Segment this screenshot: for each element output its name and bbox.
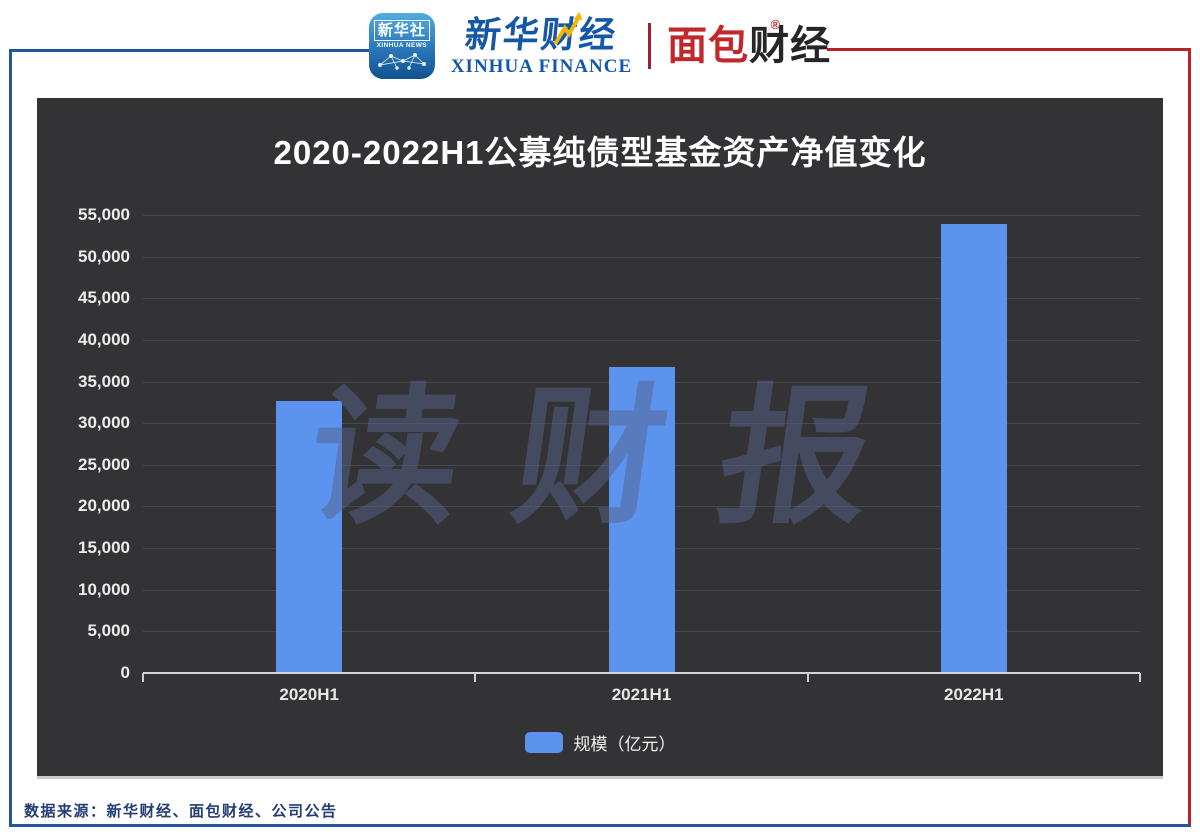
y-axis-label: 30,000	[78, 413, 130, 433]
y-axis-label: 45,000	[78, 288, 130, 308]
bread-finance-logo: 面包财经 ®	[667, 18, 832, 68]
xinhua-news-en-label: XINHUA NEWS	[376, 42, 428, 49]
frame-left-line	[9, 49, 12, 827]
frame-top-left-line	[9, 49, 372, 52]
xinhua-finance-cn-label: 新华财经	[463, 11, 620, 55]
plot-area: 0 5,000 10,000 15,000 20,000 25,000 30,000 35,0…	[78, 205, 1141, 704]
bar	[276, 400, 343, 672]
bread-finance-cn-red: 面包	[667, 24, 750, 68]
header-divider	[648, 23, 652, 69]
bread-finance-cn-dark: 财经	[749, 24, 832, 68]
y-axis-label: 5,000	[87, 621, 130, 641]
y-axis-label: 15,000	[78, 538, 130, 558]
xinhua-news-cn-label: 新华社	[373, 20, 430, 41]
bar	[608, 367, 675, 672]
y-axis-label: 50,000	[78, 246, 130, 266]
chart-title: 2020-2022H1公募纯债型基金资产净值变化	[273, 134, 927, 171]
frame-bottom-line	[9, 824, 1191, 827]
axis-tick	[142, 673, 144, 682]
gridline	[143, 215, 1140, 216]
legend: 规模（亿元）	[37, 730, 1163, 755]
lightning-icon	[553, 11, 584, 45]
y-axis-label: 10,000	[78, 579, 130, 599]
frame-top-right-line	[827, 48, 1191, 51]
y-axis-label: 0	[120, 663, 130, 682]
x-axis-label: 2021H1	[611, 685, 672, 704]
data-source-note: 数据来源：新华财经、面包财经、公司公告	[24, 804, 338, 820]
registered-trademark-icon: ®	[770, 17, 782, 32]
xinhua-finance-cn-text: 新华财经	[463, 13, 620, 55]
y-axis-label: 40,000	[78, 329, 130, 349]
gridline	[143, 256, 1140, 258]
x-axis-label: 2022H1	[944, 685, 1004, 704]
xinhua-finance-en-label: XINHUA FINANCE	[450, 55, 633, 77]
x-axis-baseline	[143, 672, 1140, 674]
legend-swatch	[524, 732, 563, 753]
y-axis-label: 55,000	[78, 205, 130, 224]
gridline	[143, 339, 1140, 341]
bar	[940, 224, 1007, 672]
frame-right-line	[1188, 48, 1191, 827]
axis-tick	[1139, 673, 1141, 682]
header: 新华社 XINHUA NEWS 新华财经	[0, 6, 1200, 86]
y-axis-label: 25,000	[78, 454, 130, 474]
legend-label: 规模（亿元）	[573, 735, 676, 754]
chart-panel: 2020-2022H1公募纯债型基金资产净值变化 0 5,000 10,000 15,…	[37, 98, 1163, 776]
constellation-icon	[377, 53, 426, 70]
x-axis-label: 2020H1	[279, 685, 339, 704]
axis-tick	[806, 673, 809, 682]
xinhua-finance-logo: 新华财经 XINHUA FINANCE	[450, 11, 633, 77]
y-axis-label: 20,000	[78, 496, 130, 516]
gridline	[143, 298, 1140, 300]
xinhua-news-app-icon: 新华社 XINHUA NEWS	[368, 13, 435, 79]
axis-tick	[474, 673, 477, 682]
y-axis-label: 35,000	[78, 371, 130, 391]
